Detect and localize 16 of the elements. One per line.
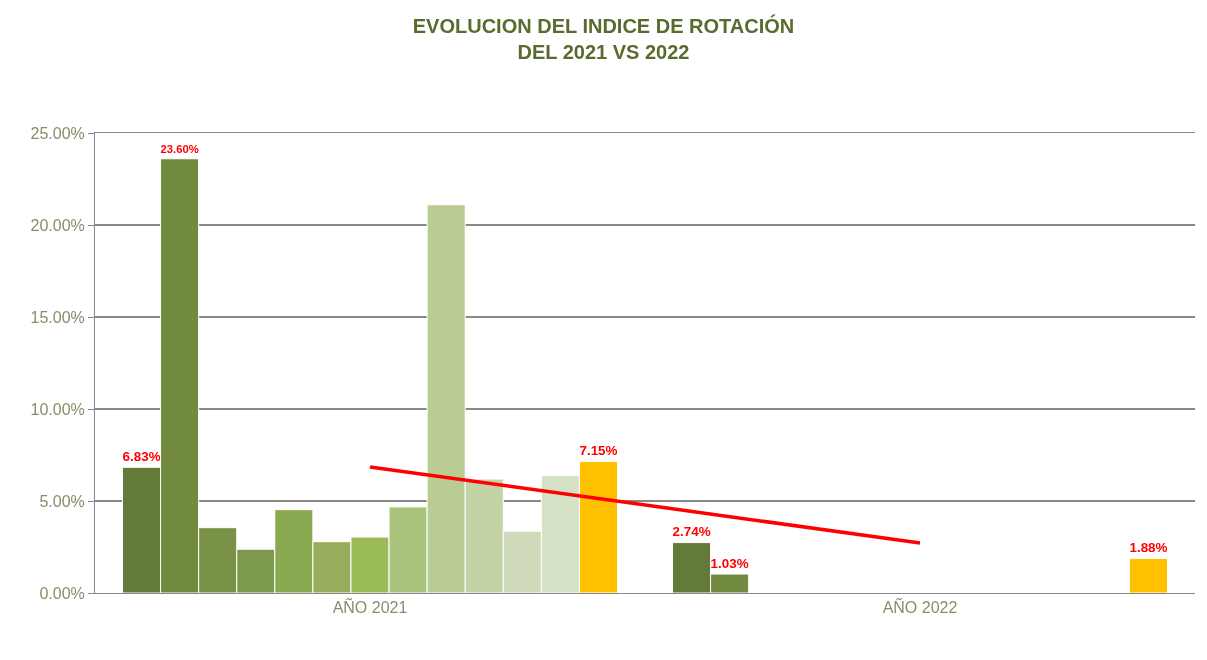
bar	[1128, 557, 1168, 593]
y-tick-label: 10.00%	[30, 400, 85, 418]
data-label: 7.15%	[579, 443, 618, 459]
data-label: 2.74%	[672, 524, 711, 540]
data-label: 23.60%	[160, 143, 199, 156]
y-tick-label: 25.00%	[30, 124, 85, 142]
y-tick-label: 0.00%	[39, 584, 85, 602]
data-label: 1.03%	[710, 555, 749, 571]
y-tick-label: 5.00%	[39, 492, 85, 510]
data-label: 6.83%	[122, 449, 161, 465]
y-tick-label: 20.00%	[30, 216, 85, 234]
x-tick-label: AÑO 2021	[332, 597, 408, 617]
chart-title: EVOLUCION DEL INDICE DE ROTACIÓN DEL 2021 VS 2022	[412, 14, 795, 63]
x-tick-label: AÑO 2022	[882, 597, 958, 617]
y-tick-label: 15.00%	[30, 308, 85, 326]
data-label: 1.88%	[1129, 540, 1168, 556]
